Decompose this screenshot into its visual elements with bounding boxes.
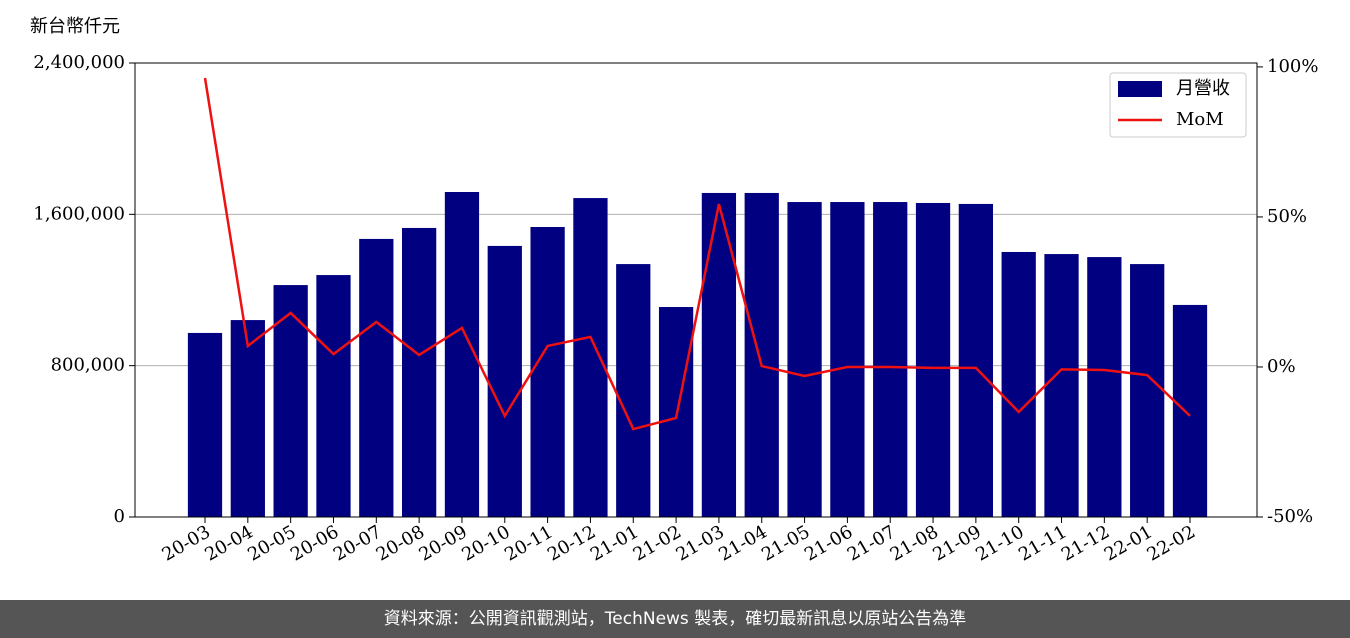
bar [915,202,951,517]
x-tick-label: 21-05 [758,521,813,565]
bar [402,227,437,517]
bar [316,275,351,517]
bar [359,238,394,518]
x-tick-label: 20-06 [287,521,342,565]
bar [1001,251,1036,518]
x-tick-label: 21-03 [672,521,727,565]
x-tick-label: 21-01 [587,521,642,565]
legend-label: 月營收 [1176,78,1230,99]
x-tick-label: 20-10 [458,521,513,565]
x-tick-label: 20-11 [501,521,556,565]
bar [1087,257,1122,517]
line [203,77,1191,431]
chart: 新台幣仟元 0 800,000 1,600,000 2,400,000 -50% 0% 50… [30,16,1318,566]
bar [787,202,822,517]
bar [701,192,737,517]
y2-tick-label: 50% [1267,206,1307,227]
x-tick-label: 20-05 [244,521,299,565]
bar [273,285,308,517]
x-tick-label: 20-07 [330,521,385,565]
bar [958,203,993,517]
bar [230,320,265,517]
x-tick-label: 22-02 [1144,521,1199,565]
bar [616,264,651,517]
y-tick-label: 1,600,000 [33,203,125,224]
bar [530,227,565,517]
x-tick-label: 22-01 [1101,521,1156,565]
y-tick-label: 2,400,000 [33,52,125,73]
legend-swatch [1118,81,1162,97]
bar [187,332,223,517]
footer: 資料來源：公開資訊觀測站，TechNews 製表，確切最新訊息以原站公告為準 [0,600,1350,638]
y-tick-label: 800,000 [51,355,125,376]
x-tick-label: 21-10 [972,521,1027,565]
y-axis-label: 新台幣仟元 [30,16,120,37]
x-tick-label: 21-11 [1015,521,1070,565]
x-tick-label: 20-04 [201,521,256,565]
x-tick-label: 21-08 [887,521,942,565]
y2-tick-label: 0% [1267,356,1296,377]
y2-tick-label: -50% [1267,506,1313,527]
plot-frame [134,62,1258,518]
bar [444,192,480,518]
bar [744,192,779,517]
x-tick-label: 21-04 [715,521,770,565]
y-tick-label: 0 [114,506,125,527]
legend-label: MoM [1176,109,1224,130]
bar [830,202,865,517]
x-tick-label: 20-03 [159,521,214,565]
x-tick-label: 21-07 [844,521,899,565]
x-tick-label: 21-12 [1058,521,1113,565]
x-tick-label: 21-06 [801,521,856,565]
bar [487,245,522,517]
y2-tick-label: 100% [1267,56,1318,77]
x-tick-label: 21-02 [630,521,685,565]
x-tick-label: 20-09 [416,521,471,565]
bar [573,198,608,517]
x-tick-label: 20-08 [373,521,428,565]
x-tick-label: 20-12 [544,521,599,565]
x-tick-label: 21-09 [929,521,984,565]
bar [1130,264,1165,517]
bar [873,202,908,517]
bar [1044,254,1079,517]
bar [1172,304,1208,517]
